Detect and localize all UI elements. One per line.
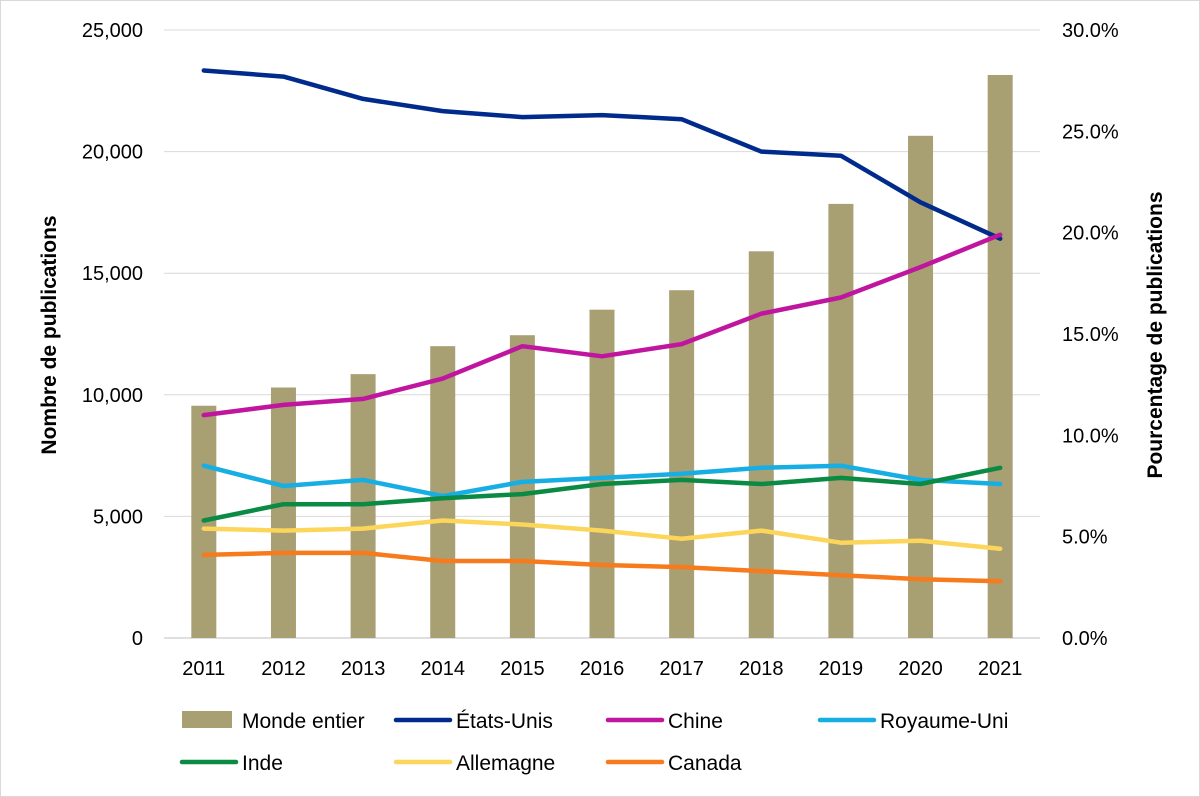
line-series (201, 68, 1003, 584)
bar-monde-entier (669, 290, 695, 638)
x-tick-label: 2014 (420, 658, 465, 680)
bar-monde-entier (908, 135, 934, 639)
x-tick-label: 2011 (182, 658, 225, 680)
left-tick-label: 25,000 (82, 20, 143, 42)
right-tick-label: 0.0% (1062, 628, 1108, 650)
line-chine (201, 232, 1003, 418)
right-axis-title: Pourcentage de publications (1144, 191, 1167, 478)
left-tick-label: 5,000 (93, 506, 143, 528)
x-tick-label: 2021 (978, 658, 1023, 680)
x-tick-label: 2016 (580, 658, 625, 680)
bar-monde-entier (509, 335, 535, 638)
legend-label-allemagne: Allemagne (456, 752, 555, 775)
right-tick-label: 20.0% (1062, 223, 1119, 245)
x-tick-label: 2020 (898, 658, 943, 680)
x-tick-label: 2019 (819, 658, 864, 680)
left-tick-label: 20,000 (82, 142, 143, 164)
legend-label-inde: Inde (242, 752, 283, 775)
left-tick-label: 10,000 (82, 385, 143, 407)
legend-swatch-monde-entier (182, 711, 232, 728)
bar-monde-entier (828, 203, 854, 638)
legend-label-royaume-uni: Royaume-Uni (880, 710, 1008, 733)
gridlines (164, 29, 1040, 639)
left-axis-title: Nombre de publications (38, 215, 61, 454)
x-tick-label: 2012 (261, 658, 306, 680)
x-axis-ticks: 2011 2012 2013 2014 2015 2016 2017 2018 2019 2020… (182, 658, 1022, 680)
line-inde (201, 465, 1003, 523)
legend-label-etats-unis: États-Unis (456, 710, 553, 733)
left-axis-ticks: 0 5,000 10,000 15,000 20,000 25,000 (82, 20, 143, 650)
right-tick-label: 5.0% (1062, 527, 1108, 549)
bar-monde-entier (430, 346, 456, 638)
x-tick-label: 2018 (739, 658, 784, 680)
line-etats-unis (201, 68, 1003, 241)
bar-monde-entier (589, 309, 615, 638)
legend: Monde entier États-Unis Chine Royaume-Uni In… (179, 710, 1008, 775)
line-allemagne (201, 518, 1003, 552)
x-tick-label: 2015 (500, 658, 545, 680)
x-tick-label: 2017 (659, 658, 704, 680)
legend-label-chine: Chine (668, 710, 723, 733)
right-tick-label: 10.0% (1062, 425, 1119, 447)
right-tick-label: 25.0% (1062, 121, 1119, 143)
line-royaume-uni (201, 463, 1003, 499)
legend-label-monde-entier: Monde entier (242, 710, 365, 733)
bar-monde-entier (270, 387, 296, 638)
left-tick-label: 0 (132, 628, 143, 650)
left-tick-label: 15,000 (82, 263, 143, 285)
x-tick-label: 2013 (341, 658, 386, 680)
right-tick-label: 30.0% (1062, 20, 1119, 42)
right-axis-ticks: 0.0% 5.0% 10.0% 15.0% 20.0% 25.0% 30.0% (1062, 20, 1119, 650)
line-canada (201, 550, 1003, 584)
right-tick-label: 15.0% (1062, 324, 1119, 346)
bar-monde-entier (748, 251, 774, 638)
bar-monde-entier (987, 74, 1013, 638)
legend-label-canada: Canada (668, 752, 742, 775)
